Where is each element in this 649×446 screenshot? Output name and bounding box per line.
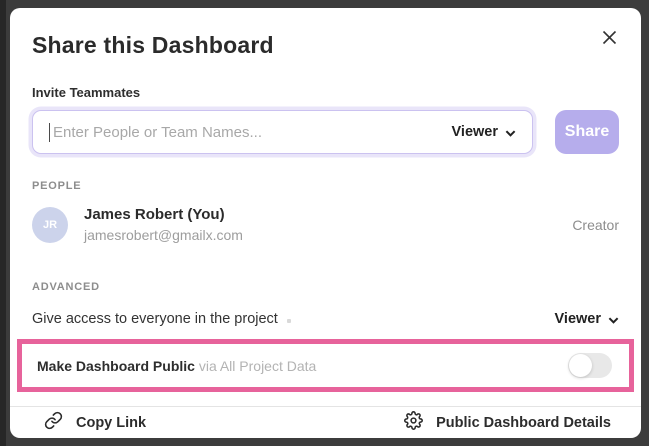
project-access-role-value: Viewer xyxy=(554,311,602,327)
copy-link-label: Copy Link xyxy=(76,414,147,431)
chevron-down-icon xyxy=(608,313,619,326)
person-role-badge: Creator xyxy=(572,216,619,233)
project-access-role-dropdown[interactable]: Viewer xyxy=(555,311,620,327)
make-public-row-highlighted: Make Dashboard Public via All Project Da… xyxy=(17,339,634,392)
person-email: jamesrobert@gmailx.com xyxy=(84,227,243,243)
invite-teammates-label: Invite Teammates xyxy=(32,85,141,100)
modal-footer: Copy Link Public Dashboard Details xyxy=(10,407,641,438)
project-access-row: Give access to everyone in the project V… xyxy=(32,311,619,327)
dimmed-background-edge xyxy=(0,0,6,446)
project-access-label: Give access to everyone in the project xyxy=(32,311,291,327)
chevron-down-icon xyxy=(505,126,516,139)
make-public-label-strong: Make Dashboard Public xyxy=(37,357,195,374)
copy-link-button[interactable]: Copy Link xyxy=(44,411,146,434)
project-access-text: Give access to everyone in the project xyxy=(32,311,278,327)
advanced-section-label: ADVANCED xyxy=(32,281,100,293)
text-caret xyxy=(49,122,50,142)
person-info: James Robert (You) jamesrobert@gmailx.co… xyxy=(84,206,572,243)
invite-input[interactable]: Enter People or Team Names... Viewer xyxy=(32,110,533,154)
avatar: JR xyxy=(32,206,68,243)
public-dashboard-details-label: Public Dashboard Details xyxy=(436,414,611,431)
public-dashboard-details-button[interactable]: Public Dashboard Details xyxy=(404,411,611,434)
person-name: James Robert (You) xyxy=(84,206,225,223)
link-icon xyxy=(44,411,63,434)
info-dot-icon xyxy=(286,319,291,323)
toggle-knob xyxy=(569,354,592,377)
footer-divider xyxy=(10,406,641,407)
people-section-label: PEOPLE xyxy=(32,180,82,192)
share-dashboard-modal: Share this Dashboard Invite Teammates En… xyxy=(10,8,641,438)
invite-role-dropdown[interactable]: Viewer xyxy=(452,124,517,140)
gear-icon xyxy=(404,411,424,434)
modal-title: Share this Dashboard xyxy=(32,32,274,58)
invite-role-value: Viewer xyxy=(451,124,499,140)
invite-row: Enter People or Team Names... Viewer Sha… xyxy=(32,110,619,154)
invite-input-placeholder: Enter People or Team Names... xyxy=(53,123,262,141)
close-button[interactable] xyxy=(599,30,619,50)
make-public-sublabel: via All Project Data xyxy=(194,357,317,374)
person-row: JR James Robert (You) jamesrobert@gmailx… xyxy=(32,206,619,243)
make-public-label: Make Dashboard Public via All Project Da… xyxy=(37,358,316,374)
share-button[interactable]: Share xyxy=(555,110,619,154)
close-icon xyxy=(602,30,617,50)
make-public-toggle[interactable] xyxy=(568,353,612,378)
